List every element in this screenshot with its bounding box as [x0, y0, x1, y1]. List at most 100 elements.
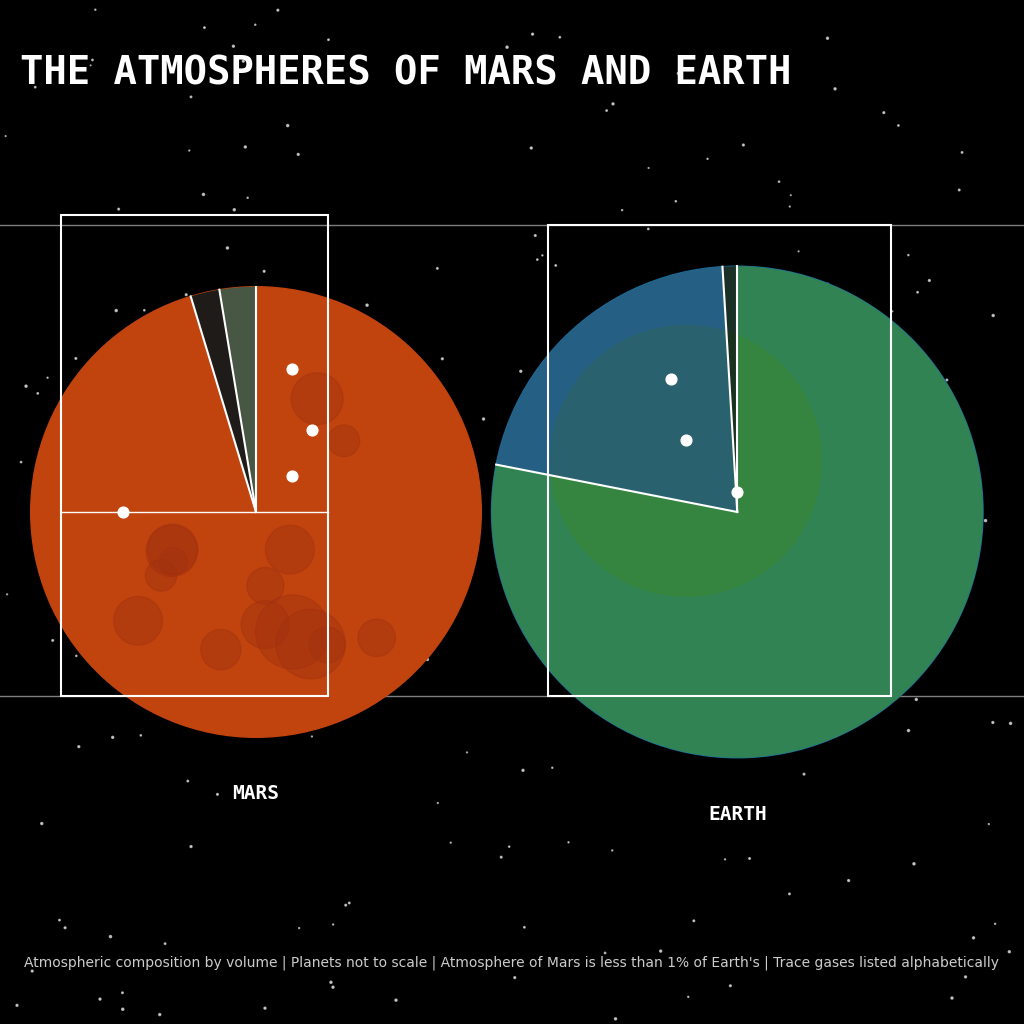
- Point: [290, 146, 306, 163]
- Point: [1002, 715, 1019, 731]
- Point: [890, 118, 906, 134]
- Circle shape: [328, 425, 359, 457]
- Point: [51, 912, 68, 929]
- Circle shape: [145, 560, 177, 591]
- Point: [152, 395, 168, 412]
- Point: [639, 357, 655, 374]
- Point: [607, 1011, 624, 1024]
- Point: [766, 685, 782, 701]
- Point: [680, 988, 696, 1005]
- Point: [280, 118, 296, 134]
- Point: [257, 1000, 273, 1017]
- Point: [338, 897, 354, 913]
- Point: [717, 851, 733, 867]
- Point: [367, 639, 383, 655]
- Point: [643, 472, 659, 488]
- Point: [82, 57, 98, 74]
- Point: [209, 786, 225, 803]
- Point: [1001, 943, 1018, 959]
- Point: [616, 366, 633, 382]
- Point: [223, 316, 240, 333]
- Point: [951, 182, 968, 199]
- Point: [87, 1, 103, 17]
- Point: [722, 978, 738, 994]
- Point: [429, 260, 445, 276]
- Point: [884, 303, 900, 319]
- Point: [548, 257, 564, 273]
- Circle shape: [358, 620, 395, 656]
- Point: [115, 504, 131, 520]
- Point: [57, 920, 74, 936]
- Point: [785, 622, 802, 638]
- Point: [844, 348, 860, 365]
- Point: [922, 272, 938, 289]
- Point: [906, 856, 923, 872]
- Circle shape: [247, 567, 284, 604]
- Point: [38, 432, 54, 449]
- Wedge shape: [219, 287, 256, 512]
- Point: [278, 375, 294, 391]
- Point: [303, 683, 319, 699]
- Point: [985, 307, 1001, 324]
- Circle shape: [291, 373, 343, 425]
- Point: [604, 843, 621, 859]
- Point: [317, 340, 334, 356]
- Point: [922, 501, 938, 517]
- Text: EARTH: EARTH: [708, 805, 767, 823]
- Point: [819, 276, 836, 293]
- Circle shape: [147, 524, 198, 574]
- Point: [30, 385, 46, 401]
- Point: [388, 992, 404, 1009]
- Point: [741, 850, 758, 866]
- Point: [873, 389, 890, 406]
- Point: [826, 81, 843, 97]
- Point: [115, 984, 131, 1000]
- Point: [289, 566, 305, 583]
- Point: [44, 632, 60, 648]
- Point: [936, 445, 952, 462]
- Point: [71, 738, 87, 755]
- Point: [598, 102, 614, 119]
- Point: [735, 137, 752, 154]
- Point: [219, 240, 236, 256]
- Point: [841, 872, 857, 889]
- Point: [349, 62, 366, 79]
- Point: [430, 795, 446, 811]
- Point: [92, 991, 109, 1008]
- Point: [115, 1001, 131, 1018]
- Point: [68, 350, 84, 367]
- Point: [535, 247, 551, 263]
- Point: [597, 945, 613, 962]
- Point: [304, 728, 321, 744]
- Point: [879, 336, 895, 352]
- Circle shape: [242, 601, 289, 648]
- Point: [910, 577, 927, 593]
- Circle shape: [256, 595, 330, 669]
- Point: [699, 151, 716, 167]
- Point: [985, 715, 1001, 731]
- Point: [34, 815, 50, 831]
- Text: MARS: MARS: [232, 784, 280, 803]
- Point: [900, 722, 916, 738]
- Text: Atmospheric composition by volume | Planets not to scale | Atmosphere of Mars is: Atmospheric composition by volume | Plan…: [25, 955, 999, 970]
- Point: [24, 963, 40, 979]
- Point: [69, 648, 85, 665]
- Point: [964, 511, 980, 527]
- Point: [630, 670, 646, 686]
- Point: [17, 378, 34, 394]
- Point: [325, 916, 341, 933]
- Wedge shape: [190, 290, 256, 512]
- Point: [390, 386, 407, 402]
- Point: [111, 201, 127, 217]
- Point: [815, 597, 831, 613]
- Point: [876, 104, 892, 121]
- Point: [829, 449, 846, 465]
- Point: [167, 501, 183, 517]
- Point: [771, 173, 787, 189]
- Point: [284, 360, 300, 377]
- Point: [737, 427, 754, 443]
- Point: [331, 631, 347, 647]
- Point: [284, 607, 300, 624]
- Point: [498, 481, 514, 498]
- Point: [739, 539, 756, 555]
